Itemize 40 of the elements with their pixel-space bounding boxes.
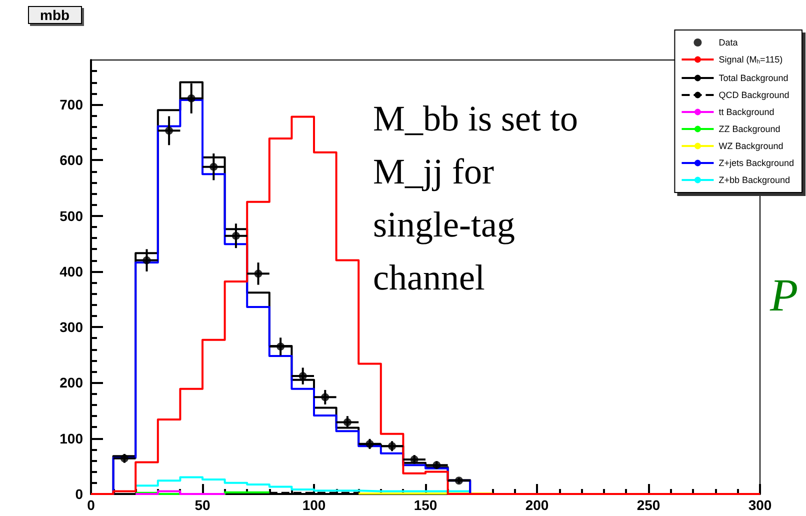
- y-tick-label: 0: [75, 486, 84, 502]
- legend-label: QCD Background: [718, 90, 790, 100]
- point: [343, 418, 352, 426]
- point: [388, 442, 396, 450]
- y-tick-label: 400: [60, 263, 84, 280]
- x-tick-label: 50: [194, 497, 210, 513]
- y-tick-label: 500: [60, 208, 84, 224]
- point: [165, 126, 174, 135]
- y-tick-label: 100: [60, 430, 84, 446]
- point: [254, 270, 262, 278]
- point: [210, 162, 218, 171]
- legend-label: Data: [718, 38, 738, 48]
- point: [142, 256, 151, 264]
- point: [120, 454, 128, 462]
- x-tick-label: 100: [302, 497, 326, 513]
- x-tick-label: 150: [414, 497, 438, 513]
- legend-label: tt Background: [718, 107, 774, 117]
- x-tick-label: 0: [87, 497, 96, 513]
- legend-label: Total Background: [718, 73, 788, 83]
- point: [232, 232, 240, 240]
- x-tick-label: 300: [748, 497, 772, 513]
- legend-label: ZZ Background: [718, 124, 780, 134]
- point: [454, 476, 463, 485]
- y-tick-label: 200: [60, 374, 84, 391]
- legend-label: Z+jets Background: [718, 158, 794, 168]
- legend-label: Z+bb Background: [718, 175, 790, 185]
- point: [276, 342, 285, 351]
- point: [187, 94, 196, 102]
- y-tick-label: 600: [60, 152, 84, 168]
- point: [432, 461, 441, 470]
- text: P: [769, 270, 798, 320]
- legend-label: WZ Background: [718, 141, 784, 151]
- y-tick-label: 300: [60, 319, 84, 336]
- x-tick-label: 250: [636, 497, 660, 513]
- point: [321, 393, 330, 402]
- x-tick-label: 200: [525, 497, 549, 513]
- y-tick-label: 700: [60, 96, 84, 113]
- point: [366, 440, 374, 448]
- annotation: M_bb is set to M_jj for single-tag channel: [373, 98, 588, 298]
- chart-title: mbb: [40, 7, 70, 23]
